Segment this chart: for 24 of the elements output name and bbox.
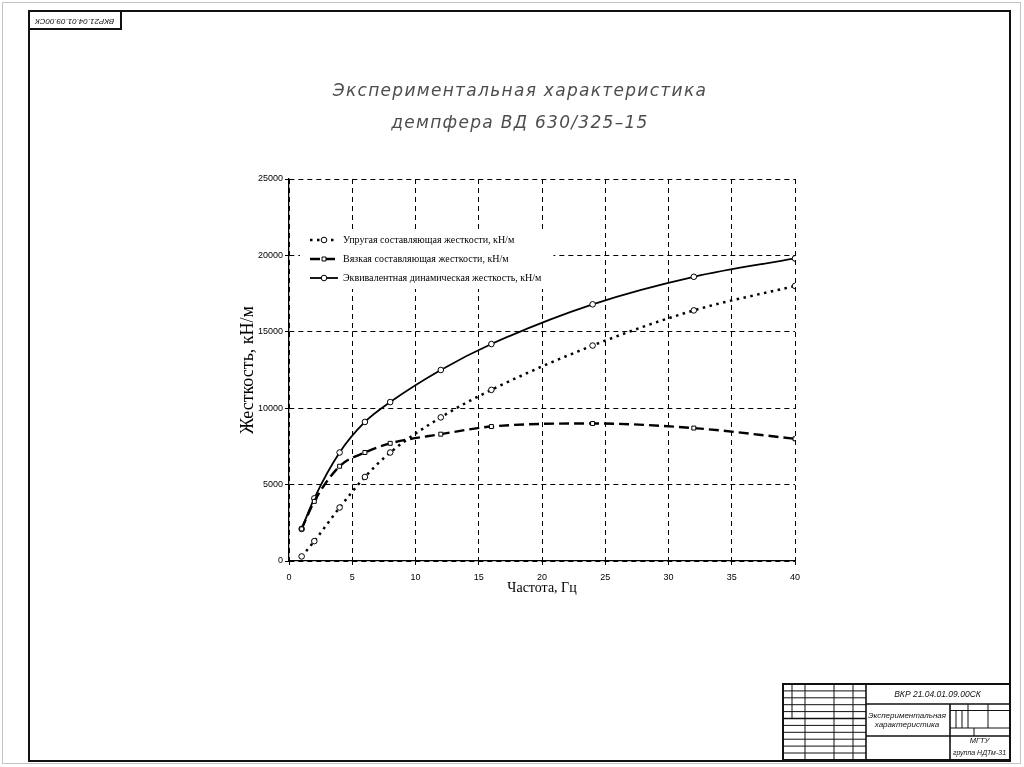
x-axis-title: Частота, Гц [507,580,578,596]
legend-label: Упругая составляющая жесткости, кН/м [343,233,515,245]
y-tick-label: 0 [277,555,283,566]
y-tick-label: 15000 [257,326,283,337]
x-tick-label: 20 [536,571,548,582]
x-tick-label: 0 [286,571,292,582]
text: ВКР 21.04.01.09.00СК [894,688,981,700]
x-tick-label: 35 [726,571,737,582]
x-tick-label: 5 [349,571,355,582]
y-tick-label: 20000 [257,249,283,260]
y-tick-label: 25000 [257,173,283,184]
y-tick-label: 10000 [257,402,283,413]
text: ВКР21.04.01.09.00СК [35,15,115,26]
y-axis-title: Жесткость, кН/м [236,306,257,434]
y-tick-label: 5000 [262,479,283,490]
x-tick-label: 15 [473,571,484,582]
x-tick-label: 30 [663,571,674,582]
text: Экспериментальная характеристика [866,710,948,730]
legend-label: Вязкая составляющая жесткости, кН/м [343,252,510,264]
chart-title: Экспериментальная характеристика демпфера ВД 630/325–15 [331,79,709,134]
x-tick-label: 25 [600,571,611,582]
x-tick-label: 10 [410,571,421,582]
x-tick-label: 40 [789,571,801,582]
legend-label: Эквивалентная динамическая жесткость, кН/м [343,271,543,283]
